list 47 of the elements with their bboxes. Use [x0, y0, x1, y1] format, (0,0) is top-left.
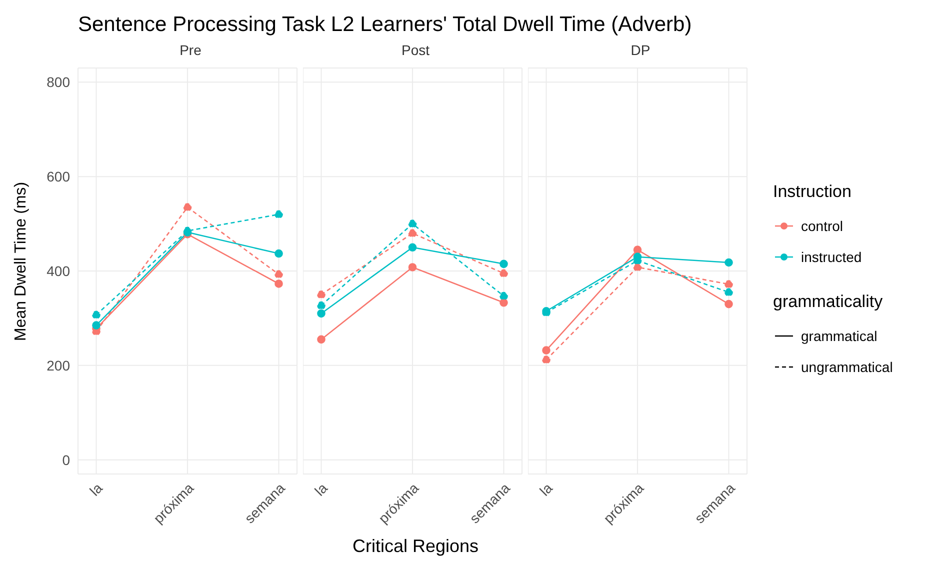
- point: [317, 309, 326, 318]
- point: [633, 263, 642, 272]
- text: grammatical: [800, 326, 878, 346]
- point: [724, 258, 733, 267]
- point: [317, 301, 326, 310]
- point: [724, 280, 733, 288]
- point: [724, 288, 733, 296]
- point: [274, 249, 283, 258]
- point: [317, 335, 326, 344]
- point: [408, 243, 417, 252]
- point: [92, 321, 100, 330]
- point: [500, 269, 508, 278]
- y-tick-label: 0: [62, 452, 70, 468]
- y-tick-label: 800: [46, 74, 70, 90]
- y-axis-title: Mean Dwell Time (ms): [12, 182, 30, 341]
- x-tick-label: la: [536, 480, 556, 499]
- legend-title: Instruction: [773, 182, 852, 202]
- point: [317, 290, 326, 299]
- point: [633, 246, 642, 254]
- chart-subtitle: Post: [400, 42, 430, 60]
- chart-subtitle: DP: [630, 42, 652, 60]
- point: [408, 263, 417, 272]
- point: [408, 220, 417, 228]
- legend-label: instructed: [800, 248, 863, 266]
- point: [500, 260, 508, 268]
- y-tick-label: 200: [46, 357, 70, 374]
- point: [724, 300, 733, 308]
- legend-label: control: [800, 216, 844, 236]
- point: [274, 280, 283, 288]
- point: [408, 229, 417, 238]
- point: [542, 346, 550, 354]
- y-tick-label: 600: [46, 168, 70, 185]
- text: Sentence Processing Task L2 Learners' Total Dwell Time (Adverb): [77, 12, 693, 38]
- x-tick-label: la: [311, 480, 331, 499]
- chart-subtitle: Pre: [178, 42, 202, 60]
- x-tick-label: la: [86, 480, 106, 499]
- point: [500, 292, 508, 300]
- point: [274, 210, 283, 218]
- point: [92, 310, 100, 320]
- text: ungrammatical: [800, 358, 893, 377]
- point: [500, 298, 508, 307]
- point: [183, 203, 192, 212]
- x-axis-title: Critical Regions: [351, 536, 480, 557]
- text: grammaticality: [773, 292, 884, 312]
- point: [542, 356, 550, 364]
- point: [274, 270, 283, 278]
- y-tick-label: 400: [46, 262, 70, 279]
